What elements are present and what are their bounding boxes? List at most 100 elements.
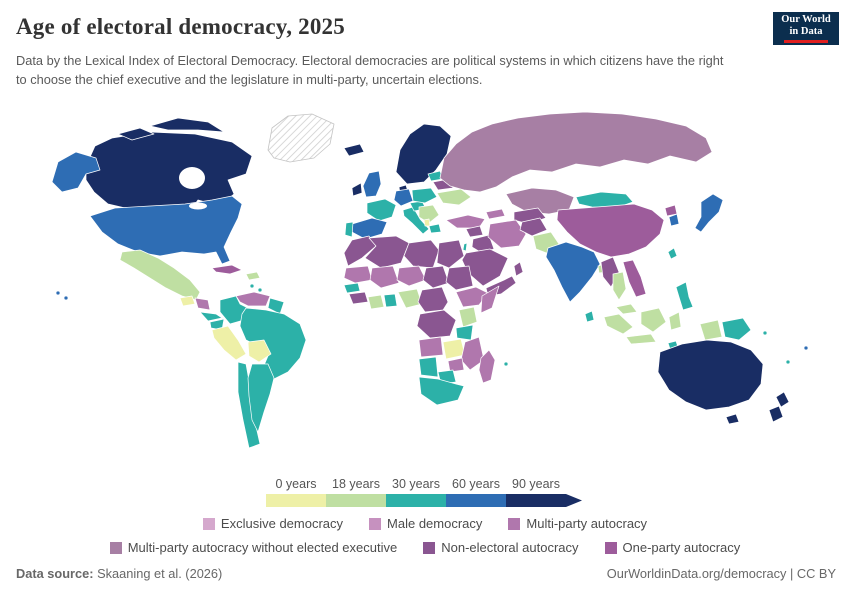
map-region-france[interactable] — [366, 198, 397, 222]
map-region-mauritius[interactable] — [503, 361, 509, 367]
map-region-central-africa[interactable] — [417, 286, 449, 313]
map-region-canada-arctic[interactable] — [149, 117, 225, 133]
map-region-papua-new-guinea[interactable] — [721, 317, 752, 341]
map-region-ireland[interactable] — [351, 182, 363, 197]
map-region-china[interactable] — [556, 203, 665, 258]
map-region-turkey[interactable] — [445, 214, 486, 229]
legend-item-exclusive-democracy[interactable]: Exclusive democracy — [202, 516, 343, 531]
map-region-sulawesi[interactable] — [668, 311, 682, 331]
map-region-russia[interactable] — [439, 111, 713, 193]
legend-item-non-electoral-autocracy[interactable]: Non-electoral autocracy — [423, 540, 579, 555]
rights-link[interactable]: OurWorldinData.org/democracy | CC BY — [606, 566, 836, 581]
map-region-caribbean-2[interactable] — [257, 287, 263, 293]
map-region-syria[interactable] — [465, 225, 484, 238]
map-region-portugal[interactable] — [344, 221, 354, 238]
map-region-namibia[interactable] — [418, 356, 439, 378]
map-region-canada-arctic-2[interactable] — [117, 127, 155, 141]
map-region-caucasus[interactable] — [485, 208, 506, 220]
map-region-ghana[interactable] — [383, 293, 398, 308]
map-region-hispaniola[interactable] — [245, 271, 261, 281]
map-region-oman[interactable] — [513, 261, 524, 277]
map-region-romania-balkans[interactable] — [418, 204, 440, 224]
map-region-argentina[interactable] — [247, 363, 275, 433]
map-region-scandinavia[interactable] — [395, 123, 452, 185]
map-region-sumatra[interactable] — [603, 313, 634, 335]
map-region-costa-rica-panama[interactable] — [199, 311, 223, 322]
map-region-ukraine[interactable] — [436, 188, 472, 206]
map-region-madagascar[interactable] — [478, 349, 496, 384]
map-region-greenland[interactable] — [267, 113, 335, 163]
map-region-albania[interactable] — [423, 218, 431, 227]
map-region-guinea[interactable] — [348, 291, 369, 305]
map-region-germany[interactable] — [393, 188, 414, 207]
map-region-thailand[interactable] — [612, 271, 627, 301]
map-region-greece[interactable] — [428, 223, 442, 234]
map-region-chad[interactable] — [422, 265, 450, 289]
map-region-angola[interactable] — [418, 336, 444, 358]
map-region-nigeria[interactable] — [397, 288, 423, 309]
map-region-alaska[interactable] — [51, 151, 101, 193]
map-region-afghanistan[interactable] — [519, 217, 548, 237]
map-region-somalia[interactable] — [480, 285, 500, 314]
map-region-caribbean[interactable] — [249, 283, 255, 289]
map-region-libya[interactable] — [403, 239, 440, 269]
map-region-new-zealand-north[interactable] — [775, 391, 790, 408]
legend-item-one-party-autocracy[interactable]: One-party autocracy — [604, 540, 740, 555]
map-region-chile[interactable] — [237, 361, 261, 449]
map-region-iceland[interactable] — [343, 143, 365, 157]
map-region-morocco[interactable] — [343, 235, 377, 267]
map-region-poland[interactable] — [411, 187, 438, 204]
map-region-peru[interactable] — [211, 325, 247, 361]
legend-seg-90-plus[interactable] — [506, 494, 566, 507]
map-region-south-korea[interactable] — [668, 213, 680, 227]
map-region-vietnam-laos[interactable] — [622, 259, 647, 298]
map-region-iran[interactable] — [487, 219, 527, 249]
map-region-algeria[interactable] — [364, 235, 410, 269]
map-region-mexico[interactable] — [119, 249, 201, 301]
numeric-legend-bar[interactable] — [266, 494, 584, 507]
map-region-malawi-mozambique[interactable] — [460, 336, 485, 371]
map-region-india[interactable] — [545, 241, 601, 303]
legend-seg-0-17[interactable] — [266, 494, 326, 507]
legend-seg-60-89[interactable] — [446, 494, 506, 507]
map-region-mauritania[interactable] — [343, 265, 373, 284]
map-region-java[interactable] — [625, 333, 657, 345]
map-region-venezuela[interactable] — [235, 291, 271, 307]
map-region-bolivia[interactable] — [247, 339, 272, 363]
owid-logo[interactable]: Our World in Data — [773, 12, 839, 45]
map-region-hawaii-2[interactable] — [63, 295, 69, 301]
map-region-south-africa[interactable] — [418, 376, 465, 406]
map-region-malaysia[interactable] — [615, 303, 638, 315]
map-region-ivory-coast[interactable] — [367, 294, 385, 310]
legend-item-multi-party-autocracy[interactable]: Multi-party autocracy — [508, 516, 647, 531]
map-region-usa[interactable] — [89, 195, 243, 265]
map-region-new-zealand-south[interactable] — [768, 405, 784, 423]
legend-seg-18-29[interactable] — [326, 494, 386, 507]
map-region-senegal[interactable] — [343, 282, 361, 294]
legend-item-multi-party-autocracy-no-exec[interactable]: Multi-party autocracy without elected ex… — [109, 540, 397, 555]
map-region-taiwan[interactable] — [667, 247, 678, 260]
map-region-niger[interactable] — [396, 265, 427, 287]
map-region-fiji[interactable] — [803, 345, 809, 351]
map-region-vanuatu[interactable] — [785, 359, 791, 365]
map-region-mali[interactable] — [369, 265, 400, 289]
map-region-zimbabwe[interactable] — [447, 357, 465, 373]
map-region-egypt[interactable] — [436, 239, 465, 269]
map-region-israel[interactable] — [462, 242, 468, 252]
map-region-saudi-arabia[interactable] — [461, 248, 509, 287]
map-region-kenya[interactable] — [458, 306, 478, 328]
map-region-hawaii[interactable] — [55, 290, 61, 296]
map-region-cuba[interactable] — [211, 264, 243, 275]
legend-item-male-democracy[interactable]: Male democracy — [369, 516, 482, 531]
map-region-drc[interactable] — [416, 309, 457, 339]
map-region-honduras-nicaragua[interactable] — [194, 297, 211, 311]
map-region-australia[interactable] — [657, 339, 764, 411]
map-region-borneo[interactable] — [640, 307, 667, 333]
map-region-tasmania[interactable] — [725, 413, 740, 425]
map-region-spain[interactable] — [351, 217, 388, 240]
map-region-guatemala[interactable] — [179, 295, 196, 307]
map-region-philippines[interactable] — [675, 281, 694, 311]
map-region-tanzania[interactable] — [455, 324, 474, 341]
map-region-west-papua[interactable] — [699, 319, 723, 341]
map-region-uk[interactable] — [362, 170, 382, 198]
